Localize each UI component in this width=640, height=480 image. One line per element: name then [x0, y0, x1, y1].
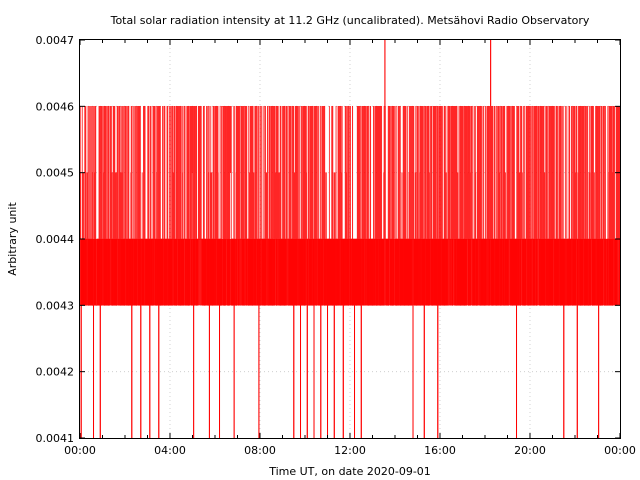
x-axis-label: Time UT, on date 2020-09-01	[268, 465, 431, 478]
dominant-band	[80, 239, 620, 306]
chart-title: Total solar radiation intensity at 11.2 …	[110, 14, 590, 27]
y-tick-label: 0.0047	[36, 34, 75, 47]
y-tick-label: 0.0044	[36, 233, 75, 246]
y-tick-label: 0.0046	[36, 100, 75, 113]
y-tick-label: 0.0041	[36, 432, 75, 445]
series-radiation	[80, 39, 621, 439]
x-axis-ticks: 00:00 04:00 08:00 12:00 16:00 20:00 00:00	[64, 40, 636, 457]
y-tick-label: 0.0042	[36, 366, 75, 379]
y-axis-ticks: 0.0041 0.0042 0.0043 0.0044 0.0045 0.0046 0.00…	[36, 34, 620, 445]
x-tick-label: 16:00	[424, 444, 456, 457]
x-tick-label: 12:00	[334, 444, 366, 457]
y-tick-label: 0.0043	[36, 299, 75, 312]
x-tick-label: 04:00	[154, 444, 186, 457]
y-tick-label: 0.0045	[36, 167, 75, 180]
x-tick-label: 00:00	[604, 444, 636, 457]
x-tick-label: 00:00	[64, 444, 96, 457]
y-axis-label: Arbitrary unit	[6, 202, 19, 276]
x-tick-label: 20:00	[514, 444, 546, 457]
plot-frame	[79, 39, 621, 439]
x-tick-label: 08:00	[244, 444, 276, 457]
